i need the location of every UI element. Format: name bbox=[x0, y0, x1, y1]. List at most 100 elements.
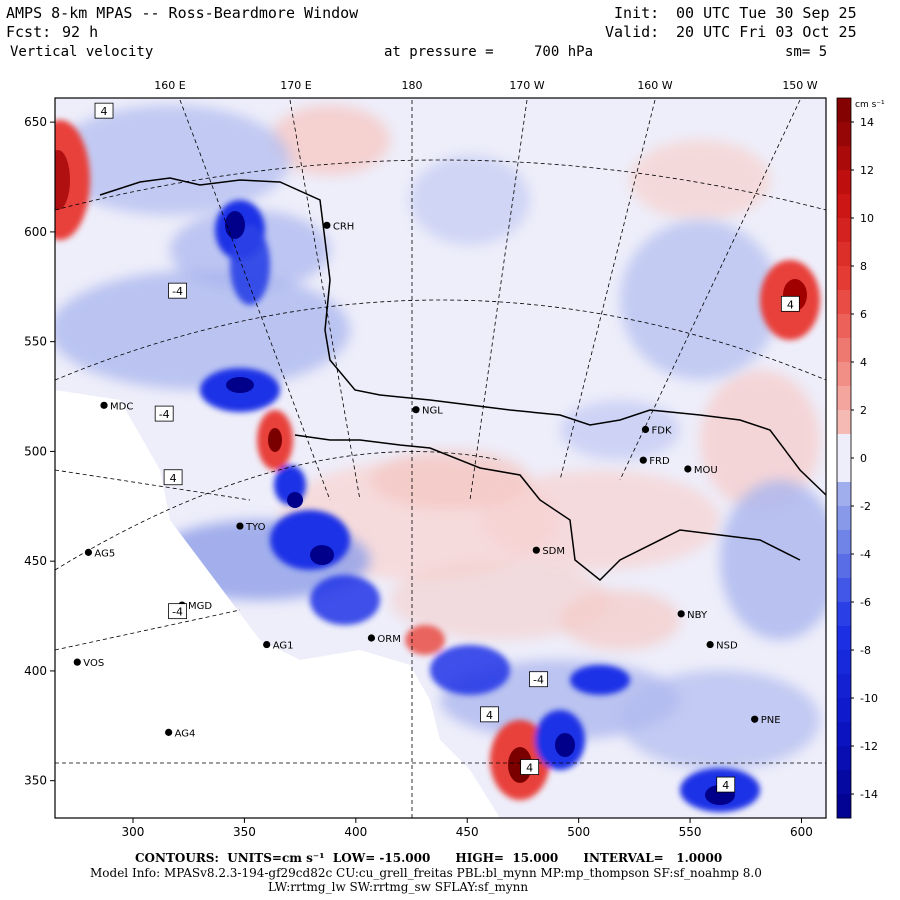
colorbar-segment bbox=[837, 746, 851, 771]
station-label: MGD bbox=[188, 601, 212, 612]
chart-title: AMPS 8-km MPAS -- Ross-Beardmore Window bbox=[6, 4, 359, 22]
station-fdk: FDK bbox=[641, 425, 672, 436]
colorbar-segment bbox=[837, 674, 851, 699]
colorbar-segment bbox=[837, 266, 851, 291]
longitude-label: 170 E bbox=[280, 79, 311, 92]
colorbar-segment bbox=[837, 242, 851, 267]
contour-label-text: 4 bbox=[101, 105, 108, 118]
colorbar-tick-label: 12 bbox=[860, 164, 874, 177]
colorbar-tick-label: -4 bbox=[860, 548, 871, 561]
station-label: SDM bbox=[542, 546, 565, 557]
contour-label: 4 bbox=[94, 102, 114, 119]
y-tick-label: 500 bbox=[24, 444, 47, 458]
colorbar-segment bbox=[837, 722, 851, 747]
init-time: 00 UTC Tue 30 Sep 25 bbox=[676, 4, 857, 22]
contour-label-text: -4 bbox=[533, 674, 544, 687]
contour-label: 4 bbox=[716, 776, 736, 793]
model-info-line1: Model Info: MPASv8.2.3-194-gf29cd82c CU:… bbox=[90, 866, 762, 880]
contour-label-box bbox=[716, 776, 736, 793]
station-label: AG4 bbox=[175, 728, 196, 739]
contour-label-box bbox=[168, 603, 187, 620]
longitude-label: 160 W bbox=[637, 79, 672, 92]
longitude-label: 150 W bbox=[782, 79, 817, 92]
x-tick-label: 300 bbox=[122, 825, 145, 839]
station-tyo: TYO bbox=[236, 522, 266, 533]
pressure-label: at pressure = bbox=[384, 44, 494, 60]
station-marker bbox=[639, 456, 647, 464]
contour-label-box bbox=[529, 671, 548, 688]
colorbar-tick-label: -6 bbox=[860, 596, 871, 609]
contour-label: -4 bbox=[154, 405, 174, 422]
colorbar-segment bbox=[837, 554, 851, 579]
station-ag5: AG5 bbox=[84, 548, 115, 559]
contours-info: CONTOURS: UNITS=cm s⁻¹ LOW= -15.000 HIGH… bbox=[135, 851, 723, 865]
colorbar-segment bbox=[837, 386, 851, 411]
contour-label-text: 4 bbox=[722, 779, 729, 792]
forecast-label: Fcst: bbox=[6, 23, 52, 41]
station-mou: MOU bbox=[684, 465, 718, 476]
axes: 300 350 400 450 500 550 600 350 400 450 500 550 600 6… bbox=[24, 79, 818, 839]
contour-label-box bbox=[520, 759, 540, 775]
field-layer bbox=[55, 98, 826, 818]
plot-frame bbox=[54, 97, 827, 819]
station-label: NSD bbox=[716, 641, 738, 652]
station-marker bbox=[84, 548, 93, 556]
valid-time: 20 UTC Fri 03 Oct 25 bbox=[676, 23, 857, 41]
init-label: Init: bbox=[614, 4, 660, 22]
contour-label-box bbox=[780, 295, 800, 312]
y-tick-label: 650 bbox=[24, 115, 47, 129]
station-orm: ORM bbox=[367, 634, 401, 645]
contour-label-box bbox=[94, 102, 114, 119]
station-label: ORM bbox=[377, 634, 400, 645]
contour-label: 4 bbox=[480, 706, 499, 723]
x-tick-label: 500 bbox=[567, 825, 590, 839]
station-label: MDC bbox=[110, 401, 133, 412]
station-label: CRH bbox=[333, 221, 354, 232]
colorbar-segment bbox=[837, 338, 851, 363]
colorbar-segment bbox=[837, 410, 851, 435]
valid-label: Valid: bbox=[605, 23, 660, 41]
station-marker bbox=[100, 401, 108, 409]
colorbar-segment bbox=[837, 482, 851, 507]
colorbar-segment bbox=[837, 170, 851, 195]
colorbar-segment bbox=[837, 794, 851, 819]
station-label: NGL bbox=[422, 406, 443, 417]
contour-label-text: 4 bbox=[170, 472, 177, 485]
contour-label: -4 bbox=[168, 282, 187, 299]
y-tick-label: 450 bbox=[24, 554, 47, 568]
colorbar-tick-label: 4 bbox=[860, 356, 867, 369]
station-label: NBY bbox=[687, 610, 708, 621]
contour-label: 4 bbox=[520, 759, 540, 775]
station-marker bbox=[677, 610, 685, 618]
colorbar: 14 12 10 8 6 4 2 0 -2 -4 -6 -8 -10 -12 -14 cm s⁻¹ bbox=[836, 97, 885, 819]
station-marker bbox=[165, 728, 173, 736]
colorbar-segment bbox=[837, 770, 851, 795]
colorbar-tick-label: 0 bbox=[860, 452, 867, 465]
colorbar-segment bbox=[837, 650, 851, 675]
station-ag1: AG1 bbox=[263, 641, 293, 652]
longitude-label: 160 E bbox=[154, 79, 185, 92]
station-marker bbox=[263, 640, 271, 649]
station-label: FDK bbox=[652, 425, 672, 436]
station-marker bbox=[684, 465, 692, 473]
contour-label-box bbox=[480, 706, 499, 723]
colorbar-segment bbox=[837, 602, 851, 627]
station-label: AG5 bbox=[94, 548, 115, 559]
station-marker bbox=[323, 221, 331, 229]
colorbar-units: cm s⁻¹ bbox=[855, 100, 885, 110]
station-marker bbox=[532, 546, 540, 554]
station-label: MOU bbox=[694, 465, 718, 476]
colorbar-segment bbox=[837, 362, 851, 387]
colorbar-segment bbox=[837, 290, 851, 315]
contour-label: 4 bbox=[780, 295, 800, 312]
colorbar-tick-label: -2 bbox=[860, 500, 871, 513]
contour-label: -4 bbox=[168, 603, 187, 620]
contour-label: 4 bbox=[163, 469, 183, 486]
colorbar-segment bbox=[837, 314, 851, 339]
x-tick-label: 450 bbox=[456, 825, 479, 839]
colorbar-segment bbox=[837, 458, 851, 483]
field-name: Vertical velocity bbox=[10, 44, 154, 60]
station-crh: CRH bbox=[323, 221, 354, 232]
y-tick-label: 350 bbox=[24, 774, 47, 788]
